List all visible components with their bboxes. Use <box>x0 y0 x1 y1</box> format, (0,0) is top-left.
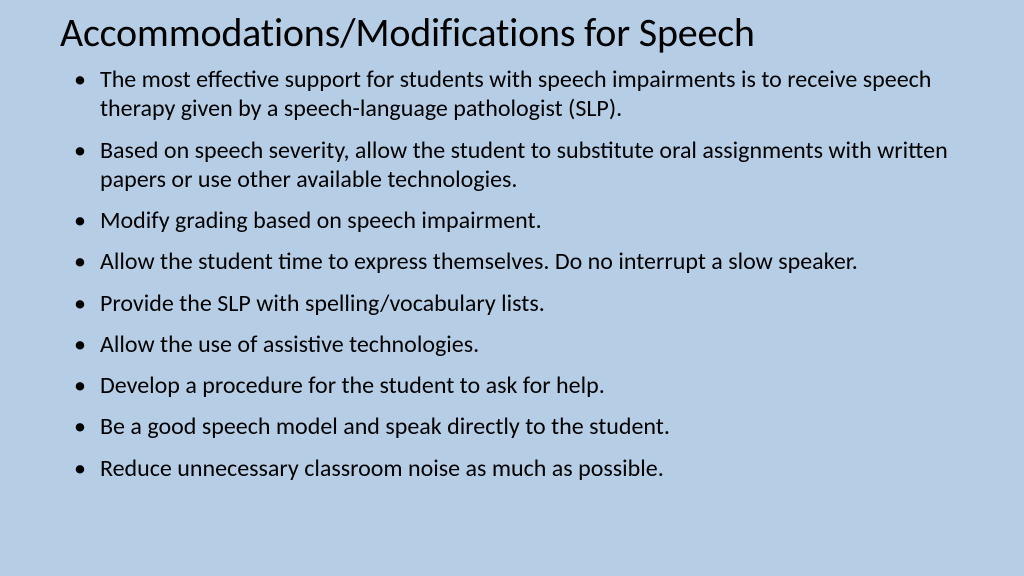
bullet-list: The most effective support for students … <box>60 65 964 483</box>
slide-title: Accommodations/Modifications for Speech <box>60 8 964 57</box>
list-item: Be a good speech model and speak directl… <box>96 412 964 441</box>
list-item: Reduce unnecessary classroom noise as mu… <box>96 454 964 483</box>
slide: Accommodations/Modifications for Speech … <box>0 0 1024 576</box>
list-item: Provide the SLP with spelling/vocabulary… <box>96 289 964 318</box>
list-item: Develop a procedure for the student to a… <box>96 371 964 400</box>
list-item: Based on speech severity, allow the stud… <box>96 136 964 195</box>
list-item: Allow the use of assistive technologies. <box>96 330 964 359</box>
list-item: Modify grading based on speech impairmen… <box>96 206 964 235</box>
list-item: Allow the student time to express themse… <box>96 247 964 276</box>
list-item: The most effective support for students … <box>96 65 964 124</box>
